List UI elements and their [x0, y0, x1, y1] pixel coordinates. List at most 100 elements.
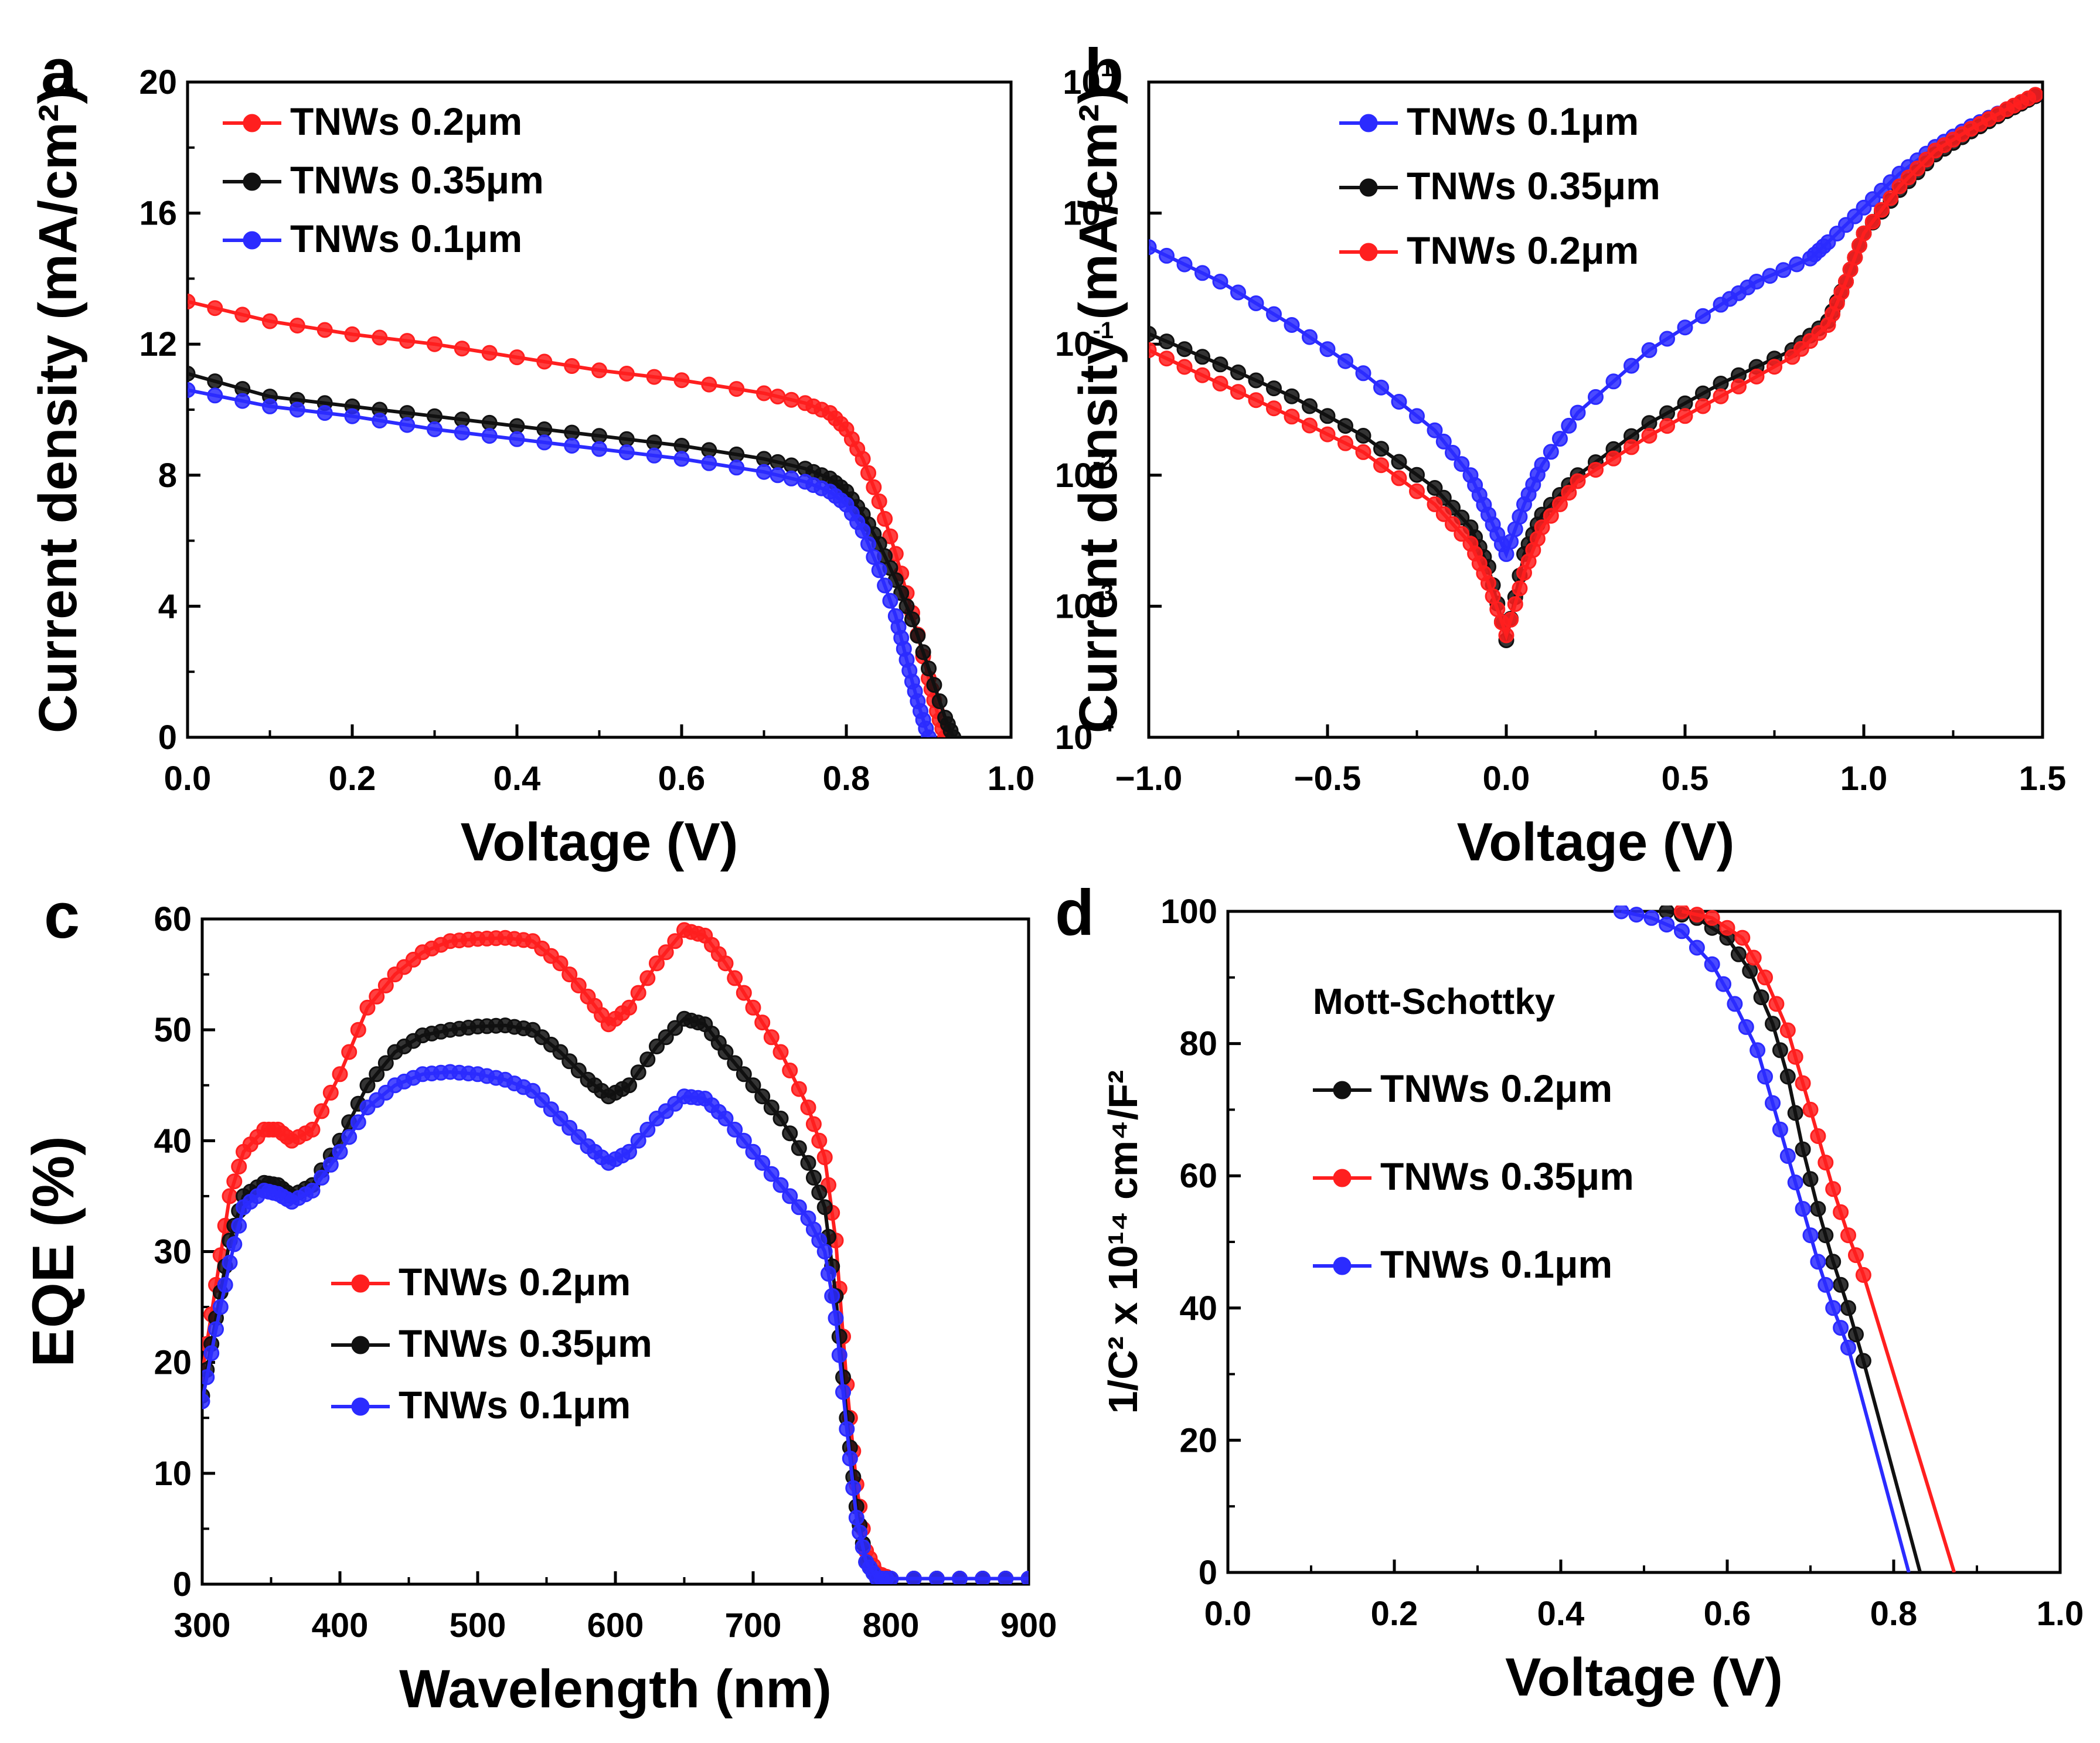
series-tnws-0-1-m-point: [883, 1571, 899, 1584]
legend-entry: TNWs 0.35μm: [1380, 1155, 1634, 1198]
series-tnws-0-35-m-point: [369, 1066, 385, 1082]
series-tnws-0-1-m-point: [756, 464, 772, 480]
series-tnws-0-35-m-point: [1689, 907, 1705, 923]
legend-title: Mott-Schottky: [1313, 982, 1556, 1022]
series-tnws-0-1-m-point: [509, 431, 525, 447]
x-tick-label: 0.8: [1870, 1595, 1918, 1633]
series-tnws-0-1-m-point: [481, 428, 498, 444]
series-tnws-0-2-m-point: [344, 326, 360, 342]
series-tnws-0-35-m-point: [1319, 408, 1336, 424]
series-tnws-0-35-m-point: [736, 1066, 752, 1082]
series-tnws-0-35-m-point: [1757, 969, 1773, 986]
series-tnws-0-1-m-point: [1817, 1276, 1834, 1293]
series-tnws-0-1-m-point: [1623, 358, 1639, 374]
y-tick-label: 60: [154, 900, 192, 938]
series-group-d: [1613, 905, 1956, 1572]
x-tick-label: 0.8: [823, 760, 870, 798]
series-tnws-0-35-m-point: [1674, 905, 1690, 920]
series-tnws-0-35-m-point: [621, 1077, 637, 1094]
series-tnws-0-35-m-point: [805, 1169, 822, 1186]
series-tnws-0-1-m-point: [1427, 422, 1443, 438]
series-tnws-0-1-m-point: [621, 1143, 637, 1160]
series-tnws-0-2-m-point: [350, 1022, 366, 1038]
series-tnws-0-2-m-point: [673, 372, 690, 389]
y-tick-label: 60: [1179, 1157, 1217, 1195]
legend-entry: TNWs 0.35μm: [1407, 164, 1660, 207]
series-tnws-0-2-m-point: [805, 1116, 822, 1132]
series-tnws-0-1-m-point: [1659, 917, 1675, 933]
series-tnws-0-2-m-point: [1833, 1276, 1849, 1293]
series-tnws-0-2-m-point: [1787, 1105, 1803, 1121]
series-tnws-0-1-m-point: [1435, 433, 1452, 450]
series-tnws-0-1-m-point: [1659, 331, 1675, 347]
series-tnws-0-1-m-point: [630, 1132, 646, 1149]
series-tnws-0-1-m-point: [1159, 247, 1175, 264]
series-tnws-0-1-m-point: [839, 1421, 855, 1437]
series-tnws-0-2-m-point: [1659, 905, 1675, 920]
y-tick-label: 20: [139, 63, 177, 101]
series-tnws-0-2-m-point: [630, 985, 646, 1001]
legend-swatch-marker: [1333, 1257, 1352, 1275]
series-tnws-0-2-m-point: [359, 999, 376, 1016]
series-tnws-0-35-m-point: [377, 1055, 394, 1071]
series-tnws-0-1-m-point: [564, 438, 580, 454]
series-tnws-0-2-m-point: [639, 970, 656, 986]
series-tnws-0-2-m-point: [1435, 506, 1452, 522]
series-tnws-0-35-m-point: [754, 1088, 771, 1105]
series-tnws-0-1-m-point: [372, 413, 388, 429]
series-tnws-0-35-m-point: [1833, 1204, 1849, 1220]
series-tnws-0-2-m-point: [1194, 367, 1210, 383]
series-tnws-0-1-m-point: [561, 1119, 578, 1136]
series-tnws-0-1-m-point: [234, 393, 251, 409]
series-tnws-0-2-m-point: [1802, 1171, 1819, 1187]
x-axis-label: Voltage (V): [1505, 1647, 1783, 1707]
series-tnws-0-35-m-point: [1212, 356, 1228, 373]
series-tnws-0-1-m-point: [860, 536, 876, 552]
series-tnws-0-35-m-point: [791, 1140, 807, 1156]
series-tnws-0-35-m-point: [701, 442, 717, 458]
legend-swatch-marker: [243, 114, 261, 132]
series-tnws-0-2-m-point: [316, 322, 333, 338]
series-tnws-0-2-m-point: [369, 988, 385, 1005]
series-tnws-0-2-m-point: [1605, 450, 1622, 467]
series-tnws-0-2-m-point: [1159, 350, 1175, 367]
series-tnws-0-1-m-point: [203, 1345, 220, 1361]
series-tnws-0-1-m-point: [1337, 353, 1353, 369]
panel-letter-a: a: [41, 36, 77, 108]
x-tick-label: 700: [725, 1606, 782, 1645]
x-tick-label: 300: [174, 1606, 231, 1645]
y-tick-label: 0: [158, 719, 177, 757]
y-tick-label: 4: [158, 587, 177, 625]
series-tnws-0-1-m-point: [1391, 394, 1407, 410]
series-tnws-0-1-m-point: [1194, 265, 1210, 281]
series-tnws-0-2-m-point: [561, 966, 578, 983]
series-tnws-0-35-m-point: [1802, 1101, 1819, 1118]
panel-a: a 0.0 0.2 0.4 0.6 0.8 1.0 0 4 8 12 16 20 Voltage (V) C…: [28, 36, 1034, 872]
series-tnws-0-2-m-point: [1485, 588, 1501, 604]
series-tnws-0-1-m-point: [842, 1451, 858, 1467]
x-tick-label: 0.2: [1371, 1595, 1418, 1633]
series-tnws-0-1-m-point: [754, 1155, 771, 1171]
series-tnws-0-1-m-point: [928, 1571, 945, 1584]
series-tnws-0-35-m-point: [763, 1099, 780, 1116]
y-tick-label: 40: [1179, 1289, 1217, 1327]
y-tick-exponent: 0: [1101, 187, 1114, 213]
series-tnws-0-2-m-point: [1561, 485, 1577, 501]
panel-c: c 300 400 500 600 700 800 900 0 10 20 30 40 50 60 Wavel…: [21, 880, 1057, 1719]
series-tnws-0-1-m-point: [845, 1480, 862, 1496]
series-tnws-0-2-m-point: [621, 999, 637, 1016]
series-tnws-0-35-m-point: [904, 611, 920, 628]
series-tnws-0-2-m-point: [763, 1029, 780, 1046]
series-tnws-0-2-m-point: [1874, 202, 1890, 218]
series-tnws-0-1-m-point: [536, 434, 553, 451]
series-tnws-0-2-m-point: [1507, 596, 1523, 612]
x-tick-label: 0.0: [1204, 1595, 1252, 1633]
y-tick-exponent: -2: [1092, 449, 1114, 475]
x-tick-label: 0.0: [1483, 760, 1530, 798]
series-tnws-0-1-m-point: [552, 1111, 569, 1126]
series-tnws-0-1-m-point: [1319, 341, 1336, 358]
series-tnws-0-1-m-point: [570, 1129, 587, 1145]
y-tick-exponent: -1: [1092, 318, 1114, 343]
series-tnws-0-1-m-line: [188, 388, 931, 737]
series-tnws-0-35-m-point: [1810, 1128, 1826, 1144]
